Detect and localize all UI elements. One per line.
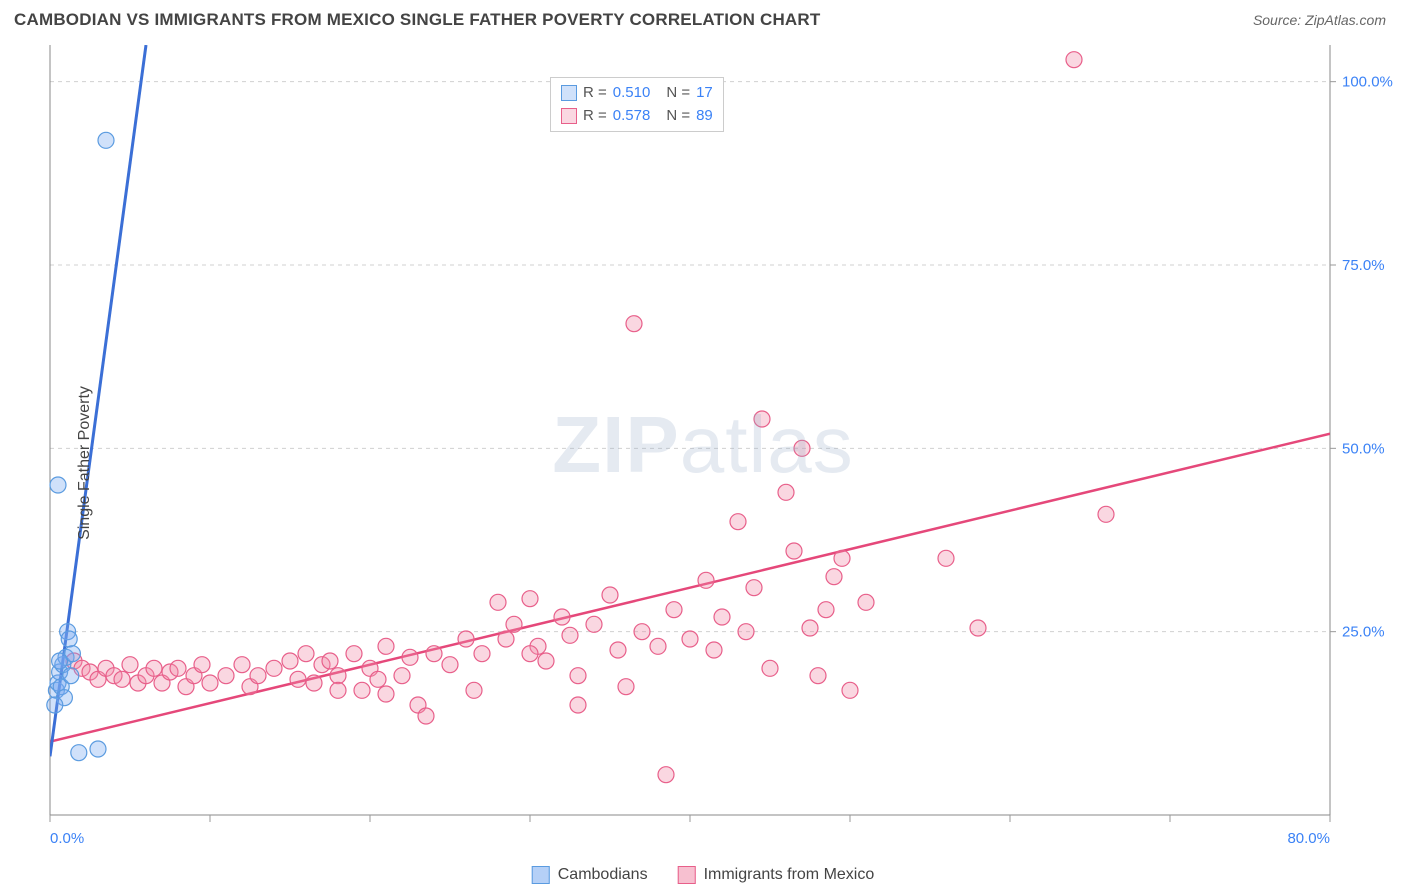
legend-swatch-icon bbox=[678, 866, 696, 884]
correlation-legend: R = 0.510 N = 17 R = 0.578 N = 89 bbox=[550, 77, 724, 132]
svg-text:25.0%: 25.0% bbox=[1342, 624, 1385, 641]
svg-text:0.0%: 0.0% bbox=[50, 830, 84, 847]
chart-source: Source: ZipAtlas.com bbox=[1253, 12, 1386, 28]
series-legend: Cambodians Immigrants from Mexico bbox=[532, 866, 875, 884]
svg-text:100.0%: 100.0% bbox=[1342, 74, 1393, 91]
chart-header: CAMBODIAN VS IMMIGRANTS FROM MEXICO SING… bbox=[0, 0, 1406, 35]
y-axis-label: Single Father Poverty bbox=[76, 386, 94, 540]
legend-swatch-mexico bbox=[561, 108, 577, 124]
svg-text:50.0%: 50.0% bbox=[1342, 440, 1385, 457]
chart-area: Single Father Poverty ZIPatlas 0.0%80.0%… bbox=[0, 35, 1406, 890]
legend-row-mexico: R = 0.578 N = 89 bbox=[561, 105, 713, 128]
legend-swatch-cambodians bbox=[561, 85, 577, 101]
scatter-plot-svg: 0.0% 80.0% 25.0% 50.0% 75.0% 100.0% bbox=[0, 35, 1406, 855]
legend-label: Cambodians bbox=[558, 866, 648, 884]
legend-label: Immigrants from Mexico bbox=[704, 866, 875, 884]
legend-item-cambodians: Cambodians bbox=[532, 866, 648, 884]
svg-text:75.0%: 75.0% bbox=[1342, 257, 1385, 274]
legend-row-cambodians: R = 0.510 N = 17 bbox=[561, 82, 713, 105]
svg-text:80.0%: 80.0% bbox=[1287, 830, 1330, 847]
legend-swatch-icon bbox=[532, 866, 550, 884]
legend-item-mexico: Immigrants from Mexico bbox=[678, 866, 875, 884]
chart-title: CAMBODIAN VS IMMIGRANTS FROM MEXICO SING… bbox=[14, 10, 820, 30]
